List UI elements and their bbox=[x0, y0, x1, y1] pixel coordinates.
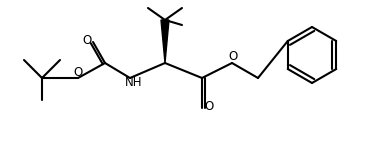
Polygon shape bbox=[161, 20, 169, 63]
Text: O: O bbox=[73, 66, 83, 78]
Text: NH: NH bbox=[125, 76, 143, 90]
Text: O: O bbox=[204, 100, 214, 114]
Text: O: O bbox=[229, 50, 237, 64]
Text: O: O bbox=[82, 35, 92, 47]
